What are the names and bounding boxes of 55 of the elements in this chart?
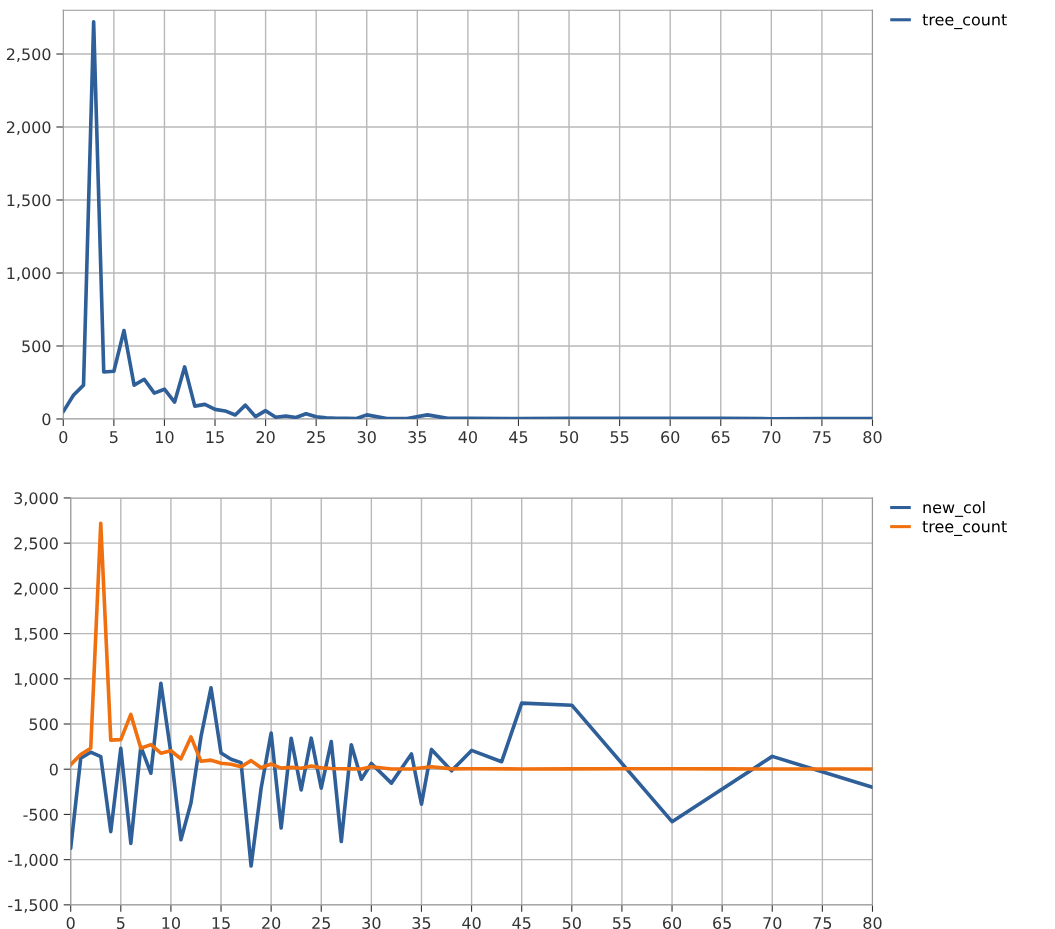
x-tick-label: 75: [813, 431, 831, 444]
x-tick-label: 25: [307, 431, 325, 444]
x-tick-label: 20: [256, 431, 275, 444]
x-tick-label: 65: [711, 431, 730, 444]
x-tick-label: 60: [662, 916, 682, 929]
x-tick-label: 35: [412, 916, 431, 929]
x-tick-label: 10: [156, 431, 174, 444]
x-tick-label: 15: [212, 917, 230, 929]
y-tick-label: 2,000: [6, 121, 51, 135]
y-tick-label: 0: [42, 413, 51, 426]
y-tick-label: 0: [49, 763, 58, 776]
y-tick-label: 1,000: [7, 267, 51, 281]
x-tick-label: 80: [863, 916, 882, 929]
x-tick-label: 55: [612, 917, 631, 929]
x-tick-label: 25: [312, 916, 331, 929]
line-series: [70, 681, 873, 868]
legend-label: tree_count: [922, 14, 1007, 30]
x-tick-label: 50: [562, 916, 581, 929]
legend-label: tree_count: [922, 521, 1007, 536]
y-tick-label: -1,000: [8, 853, 58, 868]
y-tick-label: 1,000: [14, 673, 58, 687]
x-tick-label: 80: [863, 431, 882, 444]
x-tick-label: 5: [116, 917, 125, 929]
y-tick-label: 2,500: [14, 537, 58, 552]
y-tick-label: 500: [22, 340, 51, 353]
y-tick-label: -1,500: [8, 899, 58, 913]
y-tick-label: 500: [29, 718, 58, 731]
y-tick-label: 3,000: [14, 492, 58, 506]
x-tick-label: 75: [813, 917, 832, 929]
x-tick-label: 35: [408, 431, 427, 444]
y-tick-label: -500: [23, 808, 58, 821]
legend-label: new_col: [923, 500, 985, 517]
x-tick-label: 0: [59, 431, 68, 444]
x-tick-label: 70: [762, 431, 781, 444]
y-tick-label: 2,500: [6, 48, 51, 62]
x-tick-label: 0: [66, 916, 75, 929]
x-tick-label: 50: [560, 431, 579, 444]
x-tick-label: 45: [512, 917, 531, 929]
x-tick-label: 60: [661, 431, 680, 444]
x-tick-label: 30: [362, 916, 381, 929]
y-tick-label: 2,000: [14, 582, 58, 597]
x-tick-label: 30: [357, 431, 376, 444]
x-tick-label: 5: [110, 431, 118, 444]
x-tick-label: 55: [610, 431, 629, 444]
x-tick-label: 40: [458, 431, 477, 444]
x-tick-label: 70: [763, 916, 782, 929]
y-tick-label: 1,500: [7, 194, 51, 208]
x-tick-label: 40: [462, 916, 481, 929]
line-series: [70, 521, 873, 771]
x-tick-label: 45: [509, 431, 528, 444]
x-tick-label: 20: [262, 916, 281, 929]
y-tick-label: 1,500: [14, 627, 58, 642]
x-tick-label: 65: [713, 916, 731, 929]
x-tick-label: 10: [162, 916, 181, 929]
x-tick-label: 15: [206, 431, 224, 444]
